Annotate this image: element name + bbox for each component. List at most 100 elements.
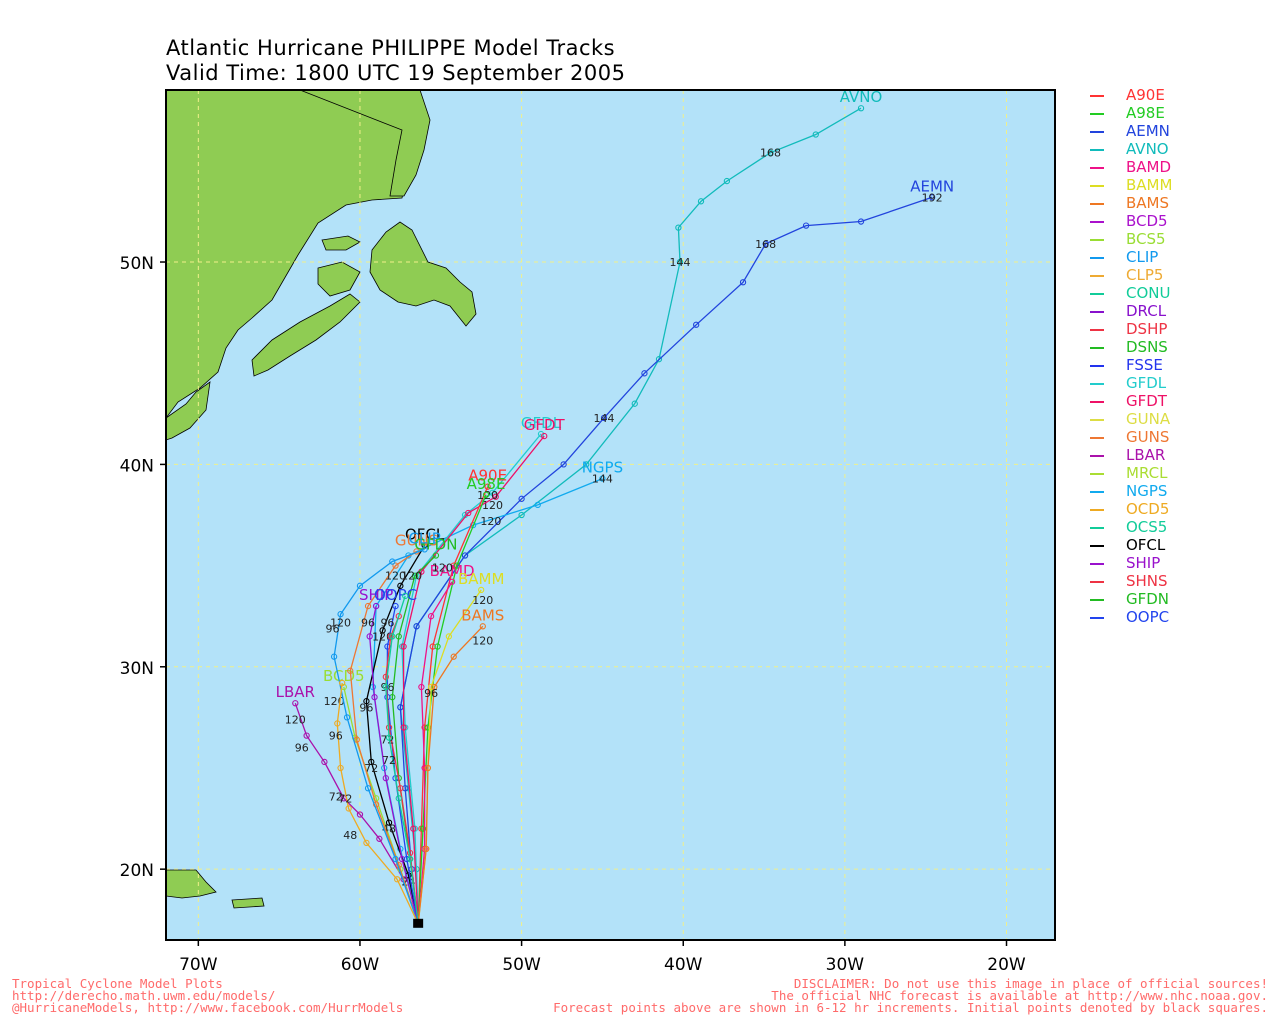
land-anticosti — [321, 235, 361, 251]
model-tracks: AVNO 144 168 AEMN 144 168 192 NGPS 120 144 GFDL 120… — [276, 90, 954, 925]
track-line — [365, 545, 426, 924]
track-guns[interactable]: GUNS 120 — [347, 531, 439, 925]
legend-item[interactable]: OCS5 — [1090, 518, 1167, 536]
track-a98e[interactable]: A98E — [417, 475, 505, 924]
forecast-point — [343, 714, 351, 721]
forecast-hour-label: 120 — [330, 616, 351, 629]
track-ship[interactable]: SHIP 96 — [359, 586, 419, 924]
forecast-point — [356, 582, 364, 589]
forecast-point — [448, 578, 456, 585]
legend-item[interactable]: NGPS — [1090, 482, 1167, 500]
forecast-hour-label: 96 — [380, 616, 394, 629]
legend-item[interactable]: BAMD — [1090, 158, 1171, 176]
forecast-point — [478, 586, 485, 594]
land-us-coast — [166, 381, 211, 441]
legend-item[interactable]: CONU — [1090, 284, 1170, 302]
forecast-hour-label: 120 — [472, 594, 493, 607]
legend-item[interactable]: GUNS — [1090, 428, 1169, 446]
legend-item[interactable]: GFDT — [1090, 392, 1167, 410]
footer-left-line3[interactable]: @HurricaneModels, http://www.facebook.co… — [12, 1000, 404, 1015]
legend-item[interactable]: GFDN — [1090, 590, 1169, 608]
legend-item[interactable]: OCD5 — [1090, 500, 1169, 518]
forecast-point — [489, 489, 496, 496]
legend-item[interactable]: OOPC — [1090, 608, 1169, 626]
forecast-point — [427, 613, 435, 620]
forecast-point — [400, 724, 407, 731]
legend-label: OCS5 — [1126, 518, 1168, 536]
legend-swatch — [1090, 544, 1104, 547]
legend-item[interactable]: AVNO — [1090, 140, 1169, 158]
track-line — [417, 625, 484, 924]
forecast-point — [424, 764, 432, 772]
track-end-label: OOPC — [374, 586, 417, 604]
footer-disclaimer: DISCLAIMER: Do not use this image in pla… — [553, 977, 1268, 1014]
legend-label: LBAR — [1126, 446, 1166, 464]
legend-swatch — [1090, 382, 1104, 385]
forecast-point — [421, 764, 428, 772]
forecast-point — [418, 683, 425, 691]
forecast-hour-label: 72 — [364, 762, 378, 775]
legend-item[interactable]: OFCL — [1090, 536, 1165, 554]
legend-swatch — [1090, 220, 1104, 223]
initial-point-square — [413, 918, 424, 928]
forecast-point — [392, 602, 399, 610]
legend-item[interactable]: DSNS — [1090, 338, 1168, 356]
legend-item[interactable]: GUNA — [1090, 410, 1170, 428]
legend-item[interactable]: GFDL — [1090, 374, 1166, 392]
forecast-point — [453, 562, 461, 569]
forecast-point — [337, 764, 344, 772]
legend-item[interactable]: CLIP — [1090, 248, 1158, 266]
legend-label: BCS5 — [1126, 230, 1166, 248]
legend-label: GFDL — [1126, 374, 1167, 392]
legend-label: NGPS — [1126, 482, 1168, 500]
forecast-hour-label: 96 — [295, 742, 309, 755]
track-gfdt[interactable]: GFDT — [400, 416, 566, 924]
forecast-point — [631, 400, 638, 407]
footer-left-line2[interactable]: http://derecho.math.uwm.edu/models/ — [12, 988, 276, 1003]
track-aemn[interactable]: AEMN 144 168 192 — [397, 177, 954, 924]
legend-item[interactable]: A98E — [1090, 104, 1165, 122]
track-conu[interactable]: 72 — [382, 592, 419, 924]
legend-item[interactable]: A90E — [1090, 86, 1165, 104]
legend-item[interactable]: SHIP — [1090, 554, 1160, 572]
forecast-point — [385, 819, 393, 826]
track-end-label: BAMM — [458, 570, 504, 588]
track-line — [385, 615, 419, 924]
land-labrador — [299, 90, 431, 197]
forecast-point — [382, 673, 389, 681]
legend-item[interactable]: BCS5 — [1090, 230, 1166, 248]
legend-item[interactable]: AEMN — [1090, 122, 1170, 140]
footer-right-line2: The official NHC forecast is available a… — [771, 988, 1268, 1003]
forecast-point — [421, 724, 428, 731]
legend-item[interactable]: DRCL — [1090, 302, 1166, 320]
legend-label: SHIP — [1126, 554, 1161, 572]
legend-item[interactable]: BAMS — [1090, 194, 1169, 212]
x-tick-label: 60W — [341, 955, 380, 975]
forecast-point — [484, 483, 491, 490]
legend-label: MRCL — [1126, 464, 1168, 482]
legend-label: FSSE — [1126, 356, 1163, 374]
legend-item[interactable]: CLP5 — [1090, 266, 1163, 284]
forecast-point — [372, 795, 380, 802]
forecast-point — [600, 414, 608, 422]
legend-item[interactable]: FSSE — [1090, 356, 1163, 374]
legend-swatch — [1090, 202, 1104, 205]
forecast-point — [762, 240, 769, 247]
legend-item[interactable]: LBAR — [1090, 446, 1165, 464]
legend-item[interactable]: DSHP — [1090, 320, 1167, 338]
track-ocd5[interactable]: 48 72 96 — [329, 679, 419, 925]
legend-item[interactable]: SHNS — [1090, 572, 1168, 590]
track-bams[interactable]: BAMS 96 120 — [417, 606, 504, 924]
legend-item[interactable]: BAMM — [1090, 176, 1172, 194]
legend-item[interactable]: BCD5 — [1090, 212, 1168, 230]
land-newfoundland — [369, 221, 477, 327]
legend-swatch — [1090, 94, 1104, 97]
y-tick-label: 50N — [120, 254, 154, 274]
legend-item[interactable]: MRCL — [1090, 464, 1167, 482]
legend-label: A90E — [1126, 86, 1165, 104]
track-end-label: BAMS — [461, 606, 504, 624]
legend-label: BAMS — [1126, 194, 1170, 212]
